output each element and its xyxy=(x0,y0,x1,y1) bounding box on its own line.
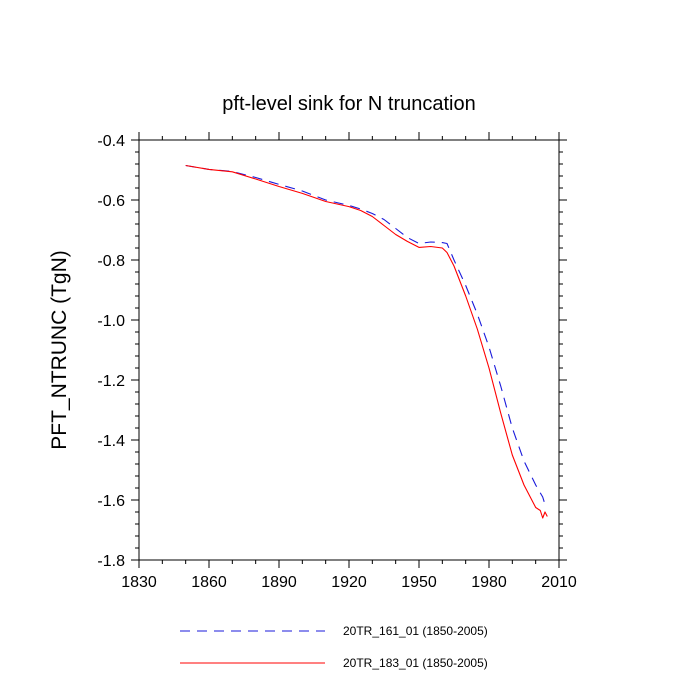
x-tick-label: 1860 xyxy=(191,574,227,591)
series-line-1 xyxy=(185,164,546,505)
y-tick-label: -1.8 xyxy=(97,553,125,570)
legend-label-2: 20TR_183_01 (1850-2005) xyxy=(343,656,488,670)
y-tick-label: -1.0 xyxy=(97,313,125,330)
x-tick-label: 1950 xyxy=(401,574,437,591)
x-tick-label: 1980 xyxy=(471,574,507,591)
plot-frame xyxy=(138,139,560,561)
y-tick-label: -0.8 xyxy=(97,253,125,270)
series-line-2 xyxy=(185,164,548,519)
x-tick-label: 2010 xyxy=(541,574,577,591)
plot-area: 1830 1860 1890 1920 1950 1980 2010 -0.4 -0.6 -0.8… xyxy=(97,132,577,591)
y-axis-label: PFT_NTRUNC (TgN) xyxy=(48,250,71,450)
chart-title: pft-level sink for N truncation xyxy=(222,93,475,115)
y-tick-label: -0.4 xyxy=(97,133,125,150)
x-tick-label: 1830 xyxy=(121,574,157,591)
x-tick-label: 1890 xyxy=(261,574,297,591)
y-tick-label: -1.4 xyxy=(97,433,125,450)
x-tick-label: 1920 xyxy=(331,574,367,591)
legend-label-1: 20TR_161_01 (1850-2005) xyxy=(343,624,488,638)
y-tick-label: -1.6 xyxy=(97,493,125,510)
legend: 20TR_161_01 (1850-2005) 20TR_183_01 (1850… xyxy=(180,624,488,670)
y-tick-label: -1.2 xyxy=(97,373,125,390)
y-tick-label: -0.6 xyxy=(97,193,125,210)
